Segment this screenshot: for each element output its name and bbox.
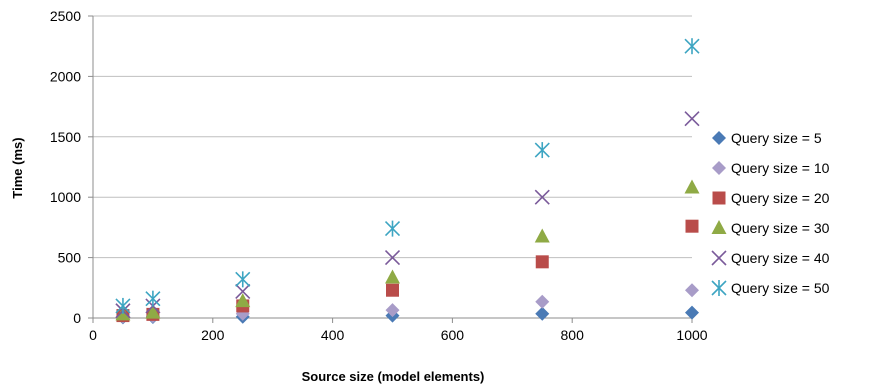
- data-point: [534, 142, 550, 159]
- data-point: [235, 283, 251, 299]
- legend-label: Query size = 40: [731, 250, 830, 266]
- legend-marker: [711, 280, 727, 296]
- data-point: [385, 303, 400, 318]
- data-point: [115, 297, 131, 314]
- legend-label: Query size = 10: [731, 160, 830, 176]
- legend-item: Query size = 5: [712, 130, 822, 146]
- data-point: [235, 271, 251, 288]
- data-point: [685, 219, 699, 233]
- data-point: [145, 304, 161, 319]
- data-point: [535, 255, 549, 269]
- tick-labels: 0 500 1000 1500 2000 2500 0 200 400 600 800 1000: [50, 8, 708, 343]
- x-tick-label: 200: [201, 327, 225, 343]
- legend-item: Query size = 30: [711, 220, 830, 236]
- legend-item: Query size = 50: [711, 280, 830, 296]
- data-point: [535, 294, 550, 309]
- x-tick-label: 1000: [676, 327, 707, 343]
- data-point: [684, 111, 700, 127]
- x-tick-label: 600: [441, 327, 465, 343]
- data-point: [235, 293, 251, 308]
- legend-marker: [712, 161, 726, 175]
- legend-item: Query size = 40: [711, 250, 830, 266]
- data-point: [534, 228, 550, 243]
- data-point: [145, 290, 161, 307]
- x-tick-label: 800: [561, 327, 585, 343]
- data-point: [534, 189, 550, 205]
- data-points: [115, 38, 700, 325]
- y-tick-label: 1500: [50, 129, 81, 145]
- x-tick-label: 0: [89, 327, 97, 343]
- data-point: [386, 283, 399, 297]
- y-tick-label: 500: [58, 250, 82, 266]
- legend-label: Query size = 50: [731, 280, 830, 296]
- legend-marker: [711, 250, 727, 266]
- data-point: [684, 179, 700, 194]
- legend-label: Query size = 5: [731, 130, 822, 146]
- legend: Query size = 5 Query size = 10 Query size …: [711, 130, 830, 296]
- legend-item: Query size = 10: [712, 160, 830, 176]
- y-tick-label: 1000: [50, 189, 81, 205]
- data-point: [685, 283, 699, 298]
- data-point: [385, 269, 400, 284]
- y-tick-label: 2500: [50, 8, 81, 24]
- y-tick-label: 2000: [50, 68, 81, 84]
- y-tick-label: 0: [73, 310, 81, 326]
- legend-label: Query size = 20: [731, 190, 830, 206]
- legend-label: Query size = 30: [731, 220, 830, 236]
- legend-item: Query size = 20: [712, 190, 830, 206]
- legend-marker: [711, 220, 727, 234]
- data-point: [535, 306, 550, 321]
- x-axis-title: Source size (model elements): [302, 369, 485, 384]
- data-point: [685, 305, 699, 320]
- gridlines: [93, 15, 692, 259]
- data-point: [684, 38, 700, 55]
- data-point: [384, 250, 401, 266]
- x-tick-label: 400: [321, 327, 345, 343]
- legend-marker: [712, 131, 726, 145]
- data-point: [384, 220, 401, 237]
- y-axis-title: Time (ms): [10, 137, 25, 198]
- legend-marker: [712, 191, 726, 205]
